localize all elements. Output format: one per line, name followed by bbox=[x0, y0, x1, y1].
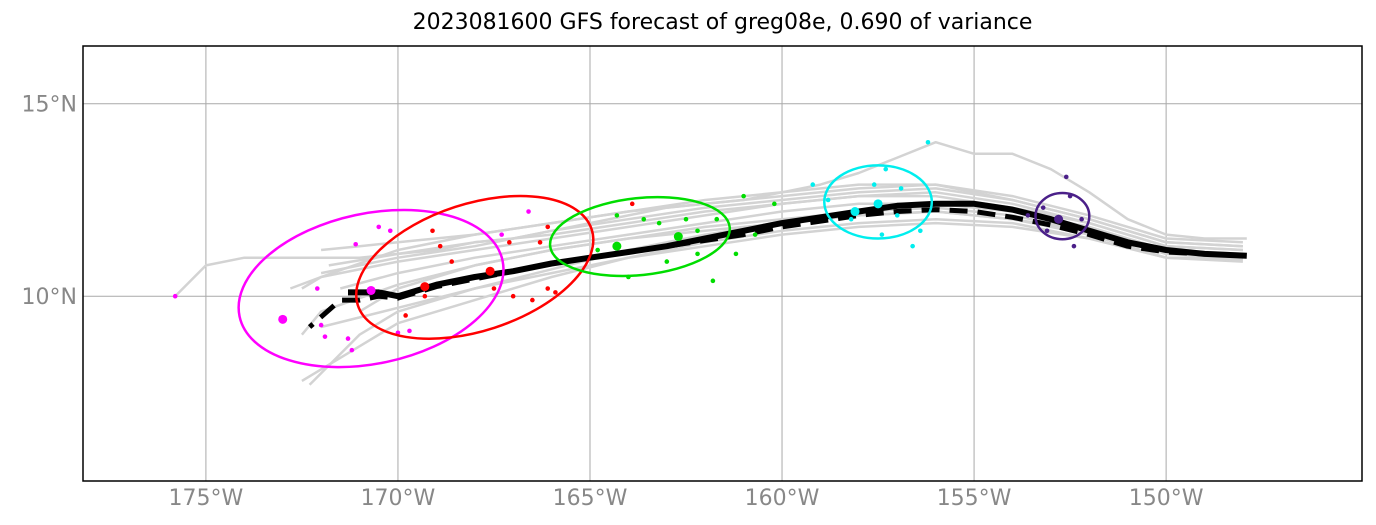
center-point bbox=[1054, 214, 1064, 224]
uncertainty-ellipse bbox=[1034, 191, 1091, 241]
member-point bbox=[387, 228, 393, 234]
x-tick-label: 150°W bbox=[1129, 486, 1204, 511]
center-point bbox=[850, 207, 860, 217]
x-tick-label: 170°W bbox=[361, 486, 436, 511]
center-point bbox=[873, 199, 883, 209]
x-tick-label: 175°W bbox=[169, 486, 244, 511]
member-point bbox=[349, 347, 355, 353]
member-point bbox=[695, 228, 700, 234]
member-point bbox=[714, 216, 720, 222]
member-point bbox=[507, 240, 512, 245]
member-point bbox=[925, 139, 931, 145]
member-point bbox=[629, 201, 635, 207]
member-point bbox=[898, 186, 904, 191]
member-point bbox=[172, 293, 178, 299]
uncertainty-ellipse bbox=[237, 208, 505, 369]
center-point bbox=[420, 282, 430, 292]
member-point bbox=[530, 297, 535, 303]
x-tick-label: 160°W bbox=[745, 486, 820, 511]
plot-area bbox=[172, 139, 1247, 386]
y-tick-label: 10°N bbox=[22, 285, 77, 310]
member-point bbox=[894, 213, 900, 218]
member-point bbox=[403, 313, 408, 318]
member-point bbox=[683, 216, 689, 222]
uncertainty-ellipse bbox=[354, 194, 595, 340]
member-point bbox=[491, 286, 497, 291]
member-point bbox=[1079, 216, 1084, 222]
member-point bbox=[825, 197, 831, 203]
member-point bbox=[772, 201, 777, 207]
member-point bbox=[537, 240, 543, 245]
member-point bbox=[353, 241, 358, 247]
axis-ticks: 175°W 170°W 165°W 160°W 155°W 150°W 10°N 15°N bbox=[22, 93, 1204, 511]
member-point bbox=[883, 166, 889, 172]
member-point bbox=[437, 243, 443, 249]
member-point bbox=[656, 220, 662, 226]
member-point bbox=[322, 334, 328, 339]
member-point bbox=[407, 328, 412, 334]
member-point bbox=[510, 293, 516, 299]
grid-lines bbox=[83, 46, 1362, 481]
center-point bbox=[278, 314, 288, 324]
member-point bbox=[810, 182, 816, 187]
member-point bbox=[1063, 174, 1069, 180]
member-point bbox=[664, 259, 670, 264]
member-point bbox=[553, 290, 558, 295]
member-point bbox=[595, 247, 600, 253]
member-point bbox=[879, 232, 885, 237]
member-point bbox=[376, 224, 382, 230]
center-point bbox=[612, 241, 622, 251]
ensemble-track bbox=[320, 221, 1243, 329]
member-point bbox=[710, 278, 716, 284]
ensemble-track bbox=[339, 202, 1243, 290]
center-point bbox=[485, 266, 495, 276]
x-tick-label: 155°W bbox=[937, 486, 1012, 511]
y-tick-label: 15°N bbox=[22, 93, 77, 118]
member-point bbox=[614, 213, 620, 218]
member-point bbox=[314, 286, 320, 291]
member-point bbox=[910, 243, 915, 249]
member-point bbox=[871, 182, 877, 187]
uncertainty-ellipse bbox=[823, 164, 934, 240]
member-point bbox=[1025, 213, 1031, 218]
member-point bbox=[449, 259, 455, 264]
uncertainty-ellipse bbox=[548, 195, 732, 278]
member-point bbox=[848, 216, 854, 222]
center-point bbox=[366, 285, 376, 295]
member-point bbox=[499, 232, 504, 237]
member-point bbox=[695, 251, 700, 257]
member-point bbox=[641, 216, 647, 222]
member-point bbox=[545, 286, 551, 291]
member-point bbox=[1071, 243, 1077, 249]
member-point bbox=[733, 251, 739, 257]
member-point bbox=[422, 293, 428, 299]
ensemble-track bbox=[301, 217, 1243, 382]
mean-track bbox=[348, 200, 1247, 300]
member-point bbox=[545, 224, 551, 230]
chart-title: 2023081600 GFS forecast of greg08e, 0.69… bbox=[412, 10, 1033, 35]
member-point bbox=[752, 232, 758, 237]
member-point bbox=[1044, 228, 1050, 234]
member-point bbox=[318, 322, 324, 328]
member-point bbox=[918, 228, 923, 234]
member-point bbox=[430, 228, 435, 234]
member-point bbox=[526, 209, 531, 214]
member-point bbox=[741, 193, 746, 199]
plot-frame bbox=[82, 45, 1363, 482]
center-point bbox=[673, 232, 683, 242]
x-tick-label: 165°W bbox=[553, 486, 628, 511]
ensemble-track bbox=[320, 183, 1243, 252]
member-point bbox=[1040, 205, 1046, 210]
member-point bbox=[345, 336, 351, 341]
